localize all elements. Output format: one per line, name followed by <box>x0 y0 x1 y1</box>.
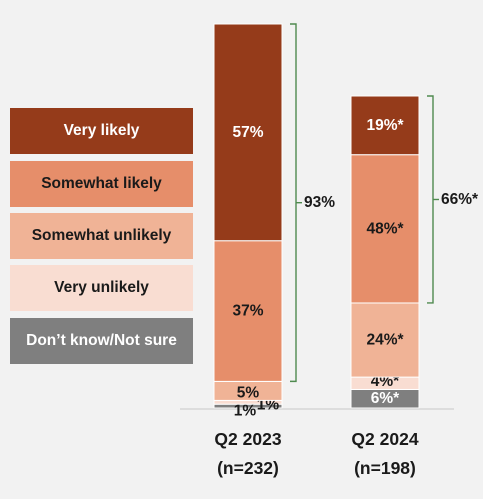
bracket-q2-2023 <box>290 23 297 383</box>
data-label-q2-2023-somewhat-likely: 37% <box>232 303 263 320</box>
bar-segment-q2-2023-somewhat-likely <box>213 240 283 382</box>
legend-item-very-likely: Very likely <box>10 108 193 154</box>
bracket-q2-2024 <box>427 95 434 304</box>
data-label-q2-2023-don-t-know-not-sure: 1% <box>234 403 257 420</box>
data-label-q2-2024-very-likely: 19%* <box>366 117 404 134</box>
data-label-q2-2024-don-t-know-not-sure: 6%* <box>371 390 400 407</box>
legend-item-don-t-know-not-sure: Don’t know/Not sure <box>10 318 193 364</box>
bracket-label-q2-2023: 93% <box>304 194 335 211</box>
category-sublabel-q2-2023: (n=232) <box>217 458 279 478</box>
data-label-q2-2023-very-likely: 57% <box>232 124 263 141</box>
data-label-q2-2024-somewhat-likely: 48%* <box>366 220 404 237</box>
legend-item-somewhat-unlikely: Somewhat unlikely <box>10 213 193 259</box>
legend-item-somewhat-likely: Somewhat likely <box>10 161 193 207</box>
data-label-q2-2024-somewhat-unlikely: 24%* <box>366 332 404 349</box>
category-label-q2-2023: Q2 2023 <box>214 429 281 449</box>
category-sublabel-q2-2024: (n=198) <box>354 458 416 478</box>
data-label-q2-2023-somewhat-unlikely: 5% <box>237 384 260 401</box>
category-label-q2-2024: Q2 2024 <box>351 429 418 449</box>
bar-segment-q2-2023-very-likely <box>213 23 283 242</box>
legend-item-very-unlikely: Very unlikely <box>10 265 193 311</box>
bracket-label-q2-2024: 66%* <box>441 191 479 208</box>
bar-segment-q2-2024-very-likely <box>350 95 420 156</box>
